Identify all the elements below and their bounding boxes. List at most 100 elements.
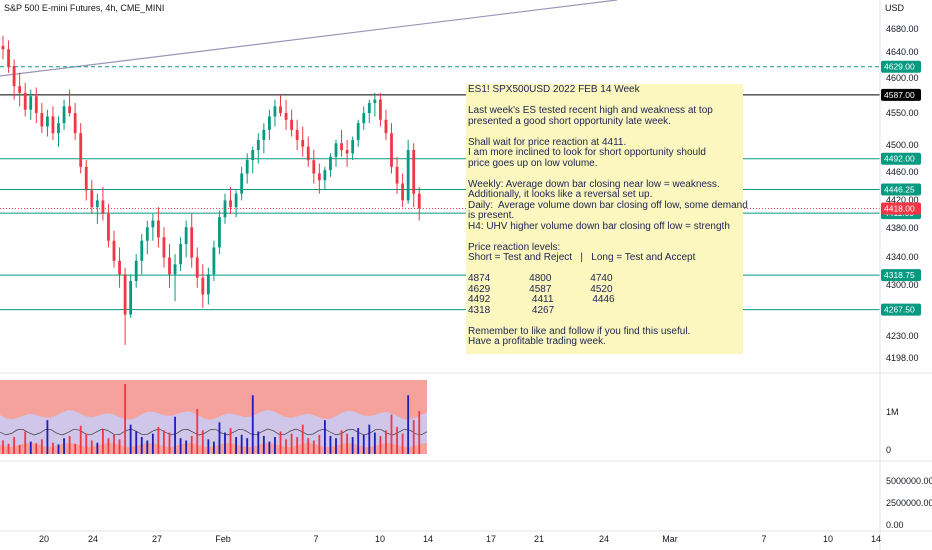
indicator-tick-label: 0.00: [886, 520, 904, 530]
candle: [95, 193, 99, 224]
candle: [268, 109, 271, 140]
candle: [395, 156, 399, 194]
candle: [417, 186, 421, 221]
price-tick-label: 4230.00: [886, 331, 919, 341]
analysis-note[interactable]: ES1! SPX500USD 2022 FEB 14 Week Last week…: [466, 84, 748, 354]
volume-bar: [63, 438, 65, 454]
volume-bar: [107, 438, 110, 454]
volume-bar: [35, 443, 38, 454]
volume-bar: [24, 431, 27, 454]
candle: [173, 254, 177, 302]
candle: [323, 166, 327, 191]
candle: [168, 244, 171, 288]
volume-bar: [396, 426, 398, 454]
time-tick-label: 10: [375, 534, 385, 544]
note-line: 4629 4587 4520: [468, 283, 613, 295]
volume-bar: [246, 438, 249, 454]
volume-bar: [168, 432, 171, 454]
volume-pane[interactable]: [0, 380, 428, 454]
candle: [256, 133, 260, 164]
volume-bar: [213, 441, 215, 454]
volume-bar: [390, 414, 393, 454]
candle: [62, 99, 66, 130]
price-tick-label: 4640.00: [886, 47, 919, 57]
volume-bar: [185, 440, 188, 454]
time-tick-label: 7: [313, 534, 318, 544]
time-tick-label: Feb: [215, 534, 231, 544]
price-tick-label: 4340.00: [886, 252, 919, 262]
candle: [212, 240, 216, 282]
candle: [301, 126, 305, 157]
time-tick-label: 24: [599, 534, 609, 544]
volume-tick-label: 1M: [886, 407, 899, 417]
volume-bar: [13, 437, 15, 454]
currency-label: USD: [885, 3, 905, 13]
note-line: 4874 4800 4740: [468, 273, 613, 284]
volume-bar: [229, 428, 232, 454]
level-price-tag: 4492.00: [881, 152, 921, 165]
candle: [306, 136, 310, 167]
candle: [406, 139, 410, 204]
svg-text:4446.25: 4446.25: [884, 184, 915, 194]
volume-bar: [346, 433, 348, 454]
candle: [90, 180, 94, 214]
volume-bar: [224, 432, 226, 454]
time-tick-label: 20: [39, 534, 49, 544]
trendline: [0, 0, 618, 77]
volume-bar: [74, 443, 77, 454]
volume-bar: [124, 384, 126, 454]
volume-bar: [174, 416, 176, 454]
candle: [201, 264, 205, 308]
volume-bar: [335, 438, 337, 454]
volume-bar: [373, 432, 376, 454]
candle: [251, 146, 255, 174]
price-pane[interactable]: [0, 0, 880, 345]
volume-bar: [157, 426, 160, 454]
time-tick-label: 24: [88, 534, 98, 544]
note-line: ES1! SPX500USD 2022 FEB 14 Week: [468, 84, 640, 95]
note-line: Daily: Average volume down bar closing o…: [468, 199, 748, 211]
note-line: [468, 169, 741, 180]
candle: [234, 190, 238, 218]
price-tick-label: 4300.00: [886, 280, 919, 290]
candle: [190, 213, 194, 268]
time-tick-label: Mar: [662, 534, 678, 544]
candle: [340, 129, 343, 157]
candle: [384, 109, 388, 140]
note-line: Price reaction levels:: [468, 241, 561, 253]
candle: [334, 139, 338, 167]
candle: [118, 247, 121, 288]
volume-bar: [324, 420, 326, 454]
time-tick-label: 21: [534, 534, 544, 544]
volume-bar: [418, 411, 421, 454]
candle: [73, 102, 77, 140]
candle: [134, 254, 138, 288]
candle: [401, 173, 404, 208]
volume-bar: [407, 395, 410, 454]
price-tick-label: 4460.00: [886, 167, 919, 177]
candle: [367, 99, 371, 124]
volume-bar: [329, 435, 332, 454]
note-line: [468, 232, 741, 243]
volume-bar: [90, 440, 93, 454]
volume-bar: [285, 439, 287, 454]
volume-ma-line: [0, 428, 428, 436]
candle: [18, 72, 22, 107]
candle: [195, 247, 199, 288]
note-line: Remember to like and follow if you find …: [468, 325, 691, 337]
candle: [390, 123, 393, 174]
note-line: Last week's ES tested recent high and we…: [468, 105, 713, 116]
candle: [229, 186, 232, 214]
candle: [412, 143, 416, 208]
volume-bar: [379, 435, 382, 454]
price-tick-label: 4550.00: [886, 108, 919, 118]
candle: [145, 220, 149, 255]
candle: [218, 210, 221, 255]
candle: [223, 193, 227, 224]
volume-bar: [113, 434, 115, 454]
volume-bar: [274, 437, 276, 454]
volume-bar: [312, 440, 315, 454]
level-price-tag: 4629.00: [881, 60, 921, 73]
indicator-tick-label: 2500000.00: [886, 498, 932, 508]
